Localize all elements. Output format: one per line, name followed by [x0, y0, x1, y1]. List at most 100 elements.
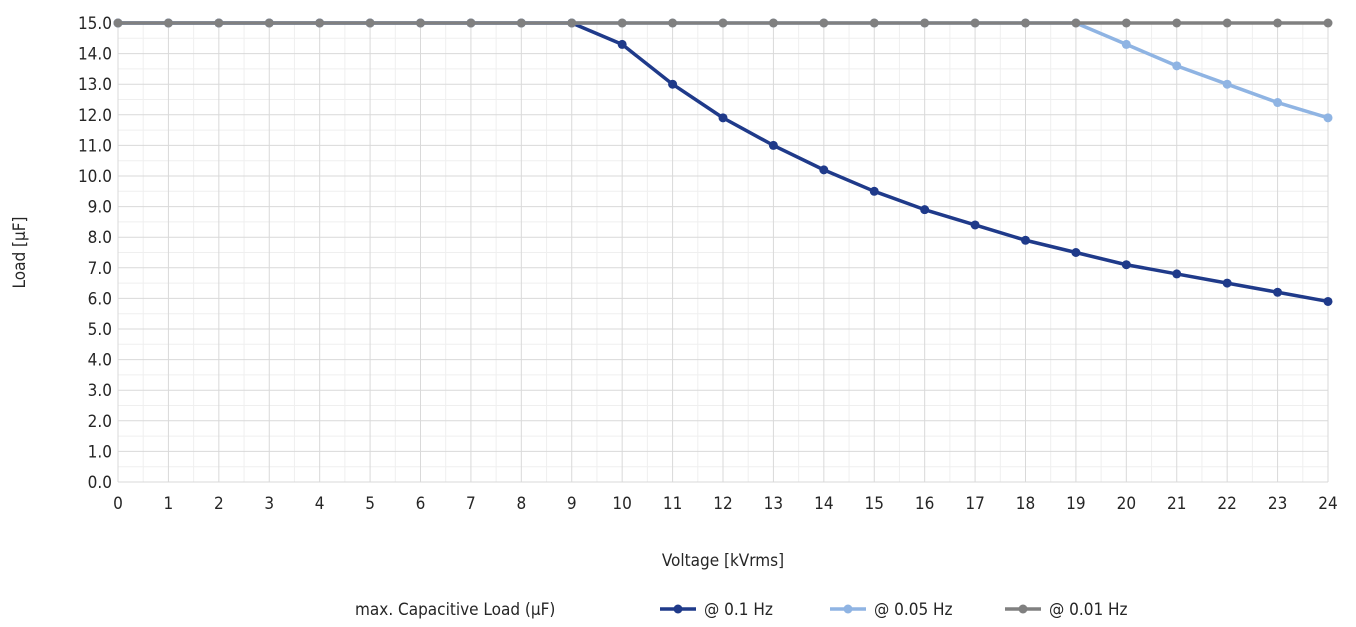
data-point [1222, 278, 1232, 288]
x-tick-label: 10 [612, 494, 631, 514]
data-point [1121, 260, 1131, 270]
x-tick-label: 21 [1167, 494, 1186, 514]
y-axis-title: Load [µF] [10, 217, 30, 289]
data-point [668, 18, 678, 28]
data-point [819, 165, 829, 175]
y-tick-label: 4.0 [88, 351, 112, 371]
x-tick-label: 1 [164, 494, 174, 514]
x-tick-label: 19 [1066, 494, 1085, 514]
y-tick-label: 13.0 [78, 75, 112, 95]
data-point [920, 18, 930, 28]
legend-label: @ 0.1 Hz [704, 600, 773, 620]
data-point [1323, 113, 1333, 123]
x-tick-label: 23 [1268, 494, 1287, 514]
legend-swatch-marker [1018, 604, 1028, 614]
data-point [1071, 18, 1081, 28]
x-tick-label: 2 [214, 494, 224, 514]
data-point [1172, 18, 1182, 28]
x-tick-label: 7 [466, 494, 476, 514]
data-point [113, 18, 123, 28]
legend-swatch-marker [843, 604, 853, 614]
y-tick-label: 10.0 [78, 167, 112, 187]
data-point [869, 18, 879, 28]
data-point [163, 18, 173, 28]
data-point [970, 220, 980, 230]
data-point [768, 140, 778, 150]
x-tick-label: 4 [315, 494, 325, 514]
series-group [113, 18, 1333, 28]
legend: max. Capacitive Load (µF) @ 0.1 Hz @ 0.05… [355, 600, 1128, 620]
data-point [466, 18, 476, 28]
x-tick-label: 22 [1217, 494, 1236, 514]
data-point [869, 186, 879, 196]
axis-layer: 0 1 2 3 4 5 6 7 8 9 10 11 12 13 14 15 16 17 18 19 20 21 22 23 24… [78, 14, 1338, 514]
x-tick-label: 17 [965, 494, 984, 514]
x-tick-label: 24 [1318, 494, 1337, 514]
data-point [1273, 98, 1283, 108]
data-point [1121, 39, 1131, 49]
x-tick-label: 14 [814, 494, 833, 514]
x-tick-label: 9 [567, 494, 577, 514]
data-point [1021, 18, 1030, 28]
data-point [516, 18, 526, 28]
data-point [1172, 269, 1182, 279]
legend-label: @ 0.01 Hz [1049, 600, 1128, 620]
x-tick-label: 12 [713, 494, 732, 514]
data-point [1273, 18, 1283, 28]
y-tick-label: 2.0 [88, 412, 112, 432]
y-tick-label: 11.0 [78, 136, 112, 156]
y-tick-label: 6.0 [88, 289, 112, 309]
y-tick-label: 7.0 [88, 259, 112, 279]
data-point [567, 18, 577, 28]
data-point [920, 205, 930, 215]
data-point [1222, 18, 1232, 28]
data-point [1323, 18, 1333, 28]
data-point [416, 18, 425, 28]
data-point [315, 18, 325, 28]
y-tick-label: 12.0 [78, 106, 112, 126]
y-tick-label: 0.0 [88, 473, 112, 493]
x-tick-label: 20 [1117, 494, 1136, 514]
data-point [617, 18, 627, 28]
legend-title: max. Capacitive Load (µF) [355, 600, 555, 620]
legend-entry: @ 0.01 Hz [1005, 600, 1128, 620]
data-point [1021, 235, 1030, 245]
x-tick-label: 15 [865, 494, 884, 514]
data-point [617, 39, 627, 49]
data-point [668, 79, 678, 89]
series-layer [113, 18, 1333, 306]
x-tick-label: 13 [764, 494, 783, 514]
x-tick-label: 16 [915, 494, 934, 514]
data-point [718, 113, 728, 123]
data-point [718, 18, 728, 28]
x-tick-label: 6 [416, 494, 426, 514]
data-point [264, 18, 274, 28]
legend-entry: @ 0.1 Hz [660, 600, 773, 620]
data-point [365, 18, 375, 28]
data-point [819, 18, 829, 28]
data-point [214, 18, 224, 28]
x-axis-title: Voltage [kVrms] [662, 551, 784, 571]
grid-layer [117, 22, 1329, 483]
data-point [1273, 287, 1283, 297]
x-tick-label: 3 [264, 494, 274, 514]
y-tick-label: 15.0 [78, 14, 112, 34]
data-point [970, 18, 980, 28]
y-tick-label: 1.0 [88, 442, 112, 462]
x-tick-label: 0 [113, 494, 123, 514]
x-tick-label: 8 [516, 494, 526, 514]
legend-swatch-marker [673, 604, 683, 614]
x-tick-label: 11 [663, 494, 682, 514]
y-tick-label: 3.0 [88, 381, 112, 401]
data-point [1172, 61, 1182, 71]
legend-label: @ 0.05 Hz [874, 600, 953, 620]
data-point [1323, 296, 1333, 306]
legend-items: @ 0.1 Hz @ 0.05 Hz @ 0.01 Hz [660, 600, 1128, 620]
data-point [1222, 79, 1232, 89]
y-tick-label: 5.0 [88, 320, 112, 340]
legend-entry: @ 0.05 Hz [830, 600, 953, 620]
y-tick-label: 9.0 [88, 198, 112, 218]
data-point [768, 18, 778, 28]
